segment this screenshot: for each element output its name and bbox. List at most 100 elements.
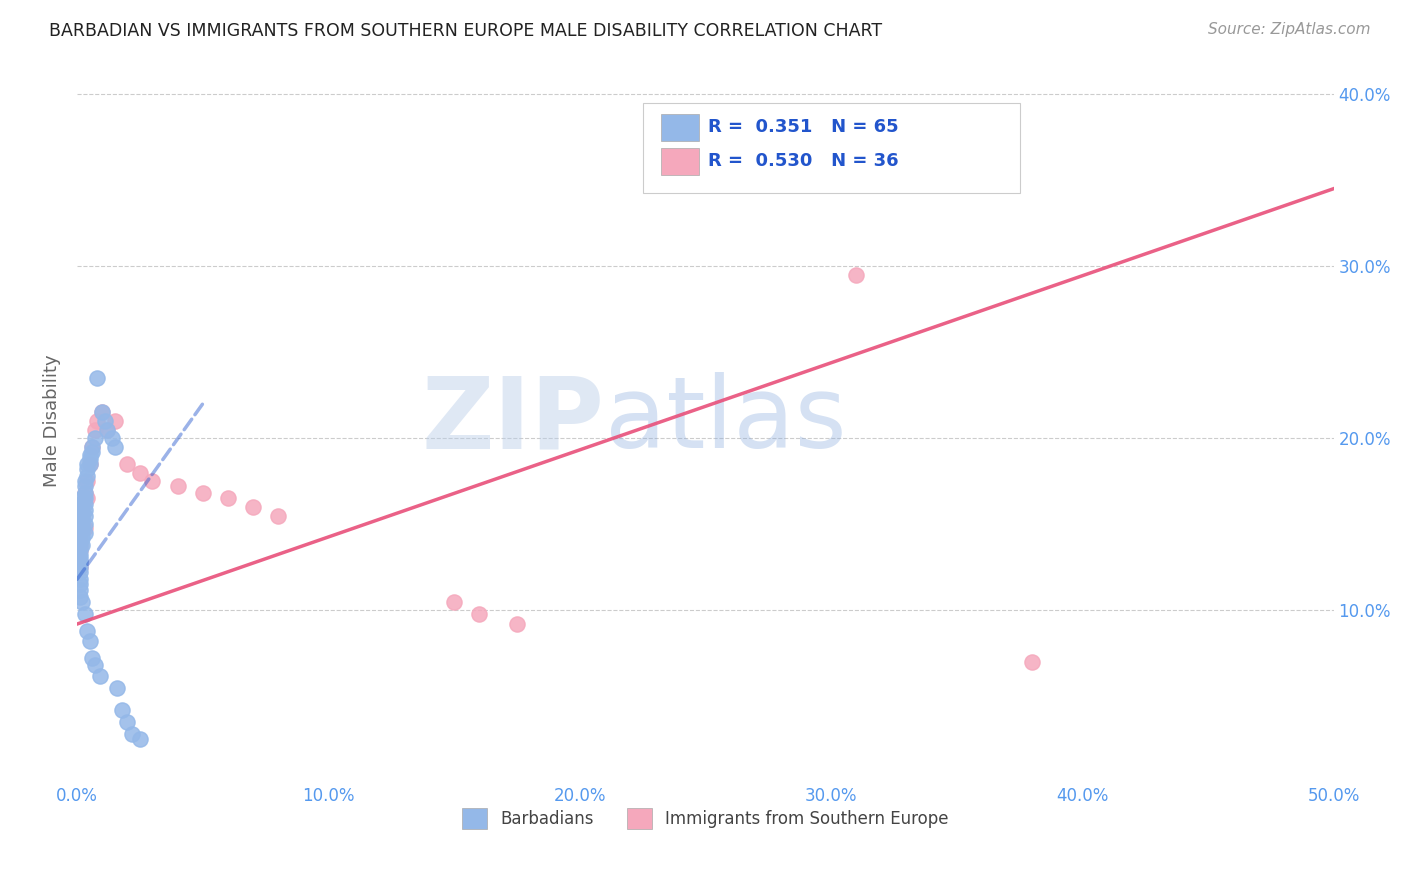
Point [70, 497, 93, 511]
Point [70, 503, 93, 517]
Text: R =  0.530   N = 36: R = 0.530 N = 36 [707, 152, 898, 169]
Point [69, 531, 91, 545]
Point [70, 525, 93, 540]
Point [70, 491, 93, 506]
Point [70, 503, 93, 517]
Point [76, 491, 98, 506]
Point [69, 555, 91, 569]
Point [93, 414, 115, 428]
Point [76, 462, 98, 476]
Point [82, 445, 104, 459]
Point [79, 457, 101, 471]
Point [69, 590, 91, 604]
Point [69, 534, 91, 549]
Point [129, 466, 152, 480]
Point [83, 431, 105, 445]
Point [69, 497, 91, 511]
Point [86, 414, 108, 428]
Point [73, 503, 96, 517]
Point [70, 497, 93, 511]
Point [69, 503, 91, 517]
Point [69, 555, 91, 569]
Point [91, 405, 114, 419]
Point [69, 582, 91, 597]
Point [79, 457, 101, 471]
Point [111, 703, 134, 717]
Point [267, 508, 290, 523]
Point [69, 525, 91, 540]
Point [69, 548, 91, 562]
Legend: Barbadians, Immigrants from Southern Europe: Barbadians, Immigrants from Southern Eur… [456, 802, 956, 836]
Point [79, 449, 101, 463]
Point [70, 538, 93, 552]
Point [104, 414, 127, 428]
Point [83, 423, 105, 437]
Point [69, 508, 91, 523]
Point [76, 474, 98, 488]
Point [69, 566, 91, 580]
Point [242, 500, 264, 514]
Point [91, 405, 114, 419]
Point [69, 508, 91, 523]
FancyBboxPatch shape [661, 114, 699, 141]
Point [76, 457, 98, 471]
Point [1021, 655, 1043, 669]
Point [69, 560, 91, 574]
Point [70, 531, 93, 545]
Point [73, 491, 96, 506]
Point [69, 525, 91, 540]
Point [69, 538, 91, 552]
Point [69, 577, 91, 591]
Point [73, 525, 96, 540]
Point [69, 543, 91, 558]
Point [96, 423, 118, 437]
Point [69, 521, 91, 535]
Point [73, 474, 96, 488]
Point [82, 440, 104, 454]
Point [70, 517, 93, 532]
Point [73, 497, 96, 511]
Point [69, 560, 91, 574]
Point [121, 727, 143, 741]
Point [73, 508, 96, 523]
Point [69, 521, 91, 535]
Point [73, 486, 96, 500]
Point [76, 469, 98, 483]
Point [73, 486, 96, 500]
FancyBboxPatch shape [661, 148, 699, 175]
Point [70, 521, 93, 535]
Point [79, 451, 101, 466]
Point [104, 440, 127, 454]
Point [70, 595, 93, 609]
Point [117, 715, 139, 730]
Point [79, 634, 101, 648]
Text: ZIP: ZIP [422, 373, 605, 469]
Point [506, 617, 529, 632]
Point [82, 651, 104, 665]
Point [845, 268, 868, 282]
Point [105, 681, 128, 695]
Point [73, 607, 96, 621]
Point [443, 595, 465, 609]
Point [70, 508, 93, 523]
Point [69, 538, 91, 552]
Point [117, 457, 139, 471]
Point [82, 440, 104, 454]
Y-axis label: Male Disability: Male Disability [44, 355, 60, 487]
Point [73, 517, 96, 532]
Point [69, 500, 91, 514]
Point [101, 431, 124, 445]
Point [70, 517, 93, 532]
Point [69, 508, 91, 523]
Point [166, 479, 188, 493]
Point [73, 479, 96, 493]
Point [141, 474, 163, 488]
Point [73, 521, 96, 535]
Point [69, 534, 91, 549]
Point [69, 543, 91, 558]
Point [86, 371, 108, 385]
Point [96, 423, 118, 437]
Text: R =  0.351   N = 65: R = 0.351 N = 65 [707, 118, 898, 136]
FancyBboxPatch shape [643, 103, 1019, 194]
Text: BARBADIAN VS IMMIGRANTS FROM SOUTHERN EUROPE MALE DISABILITY CORRELATION CHART: BARBADIAN VS IMMIGRANTS FROM SOUTHERN EU… [49, 22, 883, 40]
